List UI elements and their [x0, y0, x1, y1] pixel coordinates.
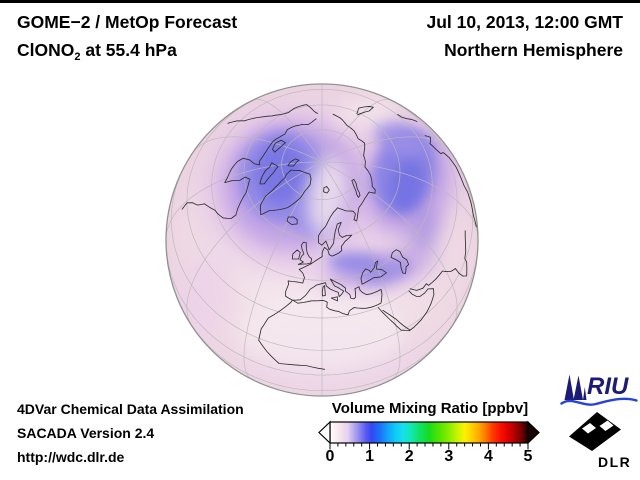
footer-url-label: http://wdc.dlr.de	[17, 449, 125, 465]
graticule-meridian	[324, 136, 452, 162]
coastline	[360, 260, 387, 285]
coastline	[351, 178, 361, 198]
dlr-logo-text: DLR	[598, 454, 631, 470]
coastline	[287, 158, 300, 167]
graticule-meridian	[166, 161, 320, 239]
riu-logo-text: RIU	[587, 373, 629, 400]
coastline	[377, 307, 411, 332]
graticule-meridian	[243, 163, 321, 380]
colorbar-tick-label: 4	[483, 448, 493, 465]
field-mid	[409, 206, 439, 258]
graticule-meridian	[252, 99, 321, 161]
riu-cathedral-icon	[573, 375, 583, 400]
coastline	[323, 186, 330, 194]
dlr-emblem-icon	[569, 412, 621, 451]
field-pale	[307, 156, 347, 236]
graticule-parallel	[211, 88, 433, 281]
colorbar	[318, 420, 540, 450]
colorbar-right-arrow-icon	[527, 420, 540, 445]
graticule-meridian	[192, 136, 320, 162]
coastline	[390, 249, 410, 274]
page-title: GOME−2 / MetOp Forecast	[17, 12, 238, 32]
field-deep	[389, 159, 425, 213]
coastline	[397, 114, 418, 122]
colorbar-tick-label: 3	[444, 448, 454, 465]
coastline	[181, 118, 317, 219]
species-subscript: 2	[74, 51, 81, 63]
riu-cathedral-icon	[564, 374, 574, 400]
colorbar-tick-label: 2	[404, 448, 414, 465]
graticule-meridian	[186, 162, 320, 326]
colorbar-left-arrow-icon	[318, 420, 331, 445]
graticule-parallel	[166, 242, 478, 376]
coastline	[330, 296, 338, 302]
graticule-meridian	[324, 161, 478, 239]
top-border-strip	[0, 0, 640, 3]
coastline	[227, 104, 318, 124]
datetime-label: Jul 10, 2013, 12:00 GMT	[426, 12, 624, 32]
field-core	[373, 119, 425, 159]
field-pale	[335, 96, 399, 128]
colorbar-tick-labels: 0 1 2 3 4 5	[0, 448, 640, 468]
coastline	[259, 162, 279, 185]
footer-assimilation-label: 4DVar Chemical Data Assimilation	[17, 401, 244, 417]
pressure-level-label: at 55.4 hPa	[80, 40, 177, 60]
globe-coastlines	[181, 104, 477, 370]
colorbar-tick-label: 5	[523, 448, 533, 465]
colorbar-gradient-bar	[329, 421, 529, 444]
globe-field	[166, 84, 478, 396]
coastline	[382, 288, 435, 331]
coastline	[258, 113, 376, 370]
coastline	[356, 105, 374, 116]
colorbar-tick-label: 1	[365, 448, 375, 465]
riu-wave-icon	[560, 397, 638, 406]
field-deep	[256, 142, 306, 204]
species-level-title: ClONO2 at 55.4 hPa	[17, 40, 177, 63]
hemisphere-label: Northern Hemisphere	[444, 40, 623, 60]
graticule-parallel	[243, 104, 401, 241]
riu-cathedral-icon	[583, 387, 587, 400]
riu-logo: RIU	[560, 373, 638, 406]
coastline	[260, 169, 312, 216]
colorbar-title: Volume Mixing Ratio [ppbv]	[331, 400, 529, 417]
coastline	[409, 230, 468, 291]
coastline	[292, 278, 383, 316]
globe-limb	[165, 83, 479, 397]
colorbar-tick-label: 0	[325, 448, 335, 465]
dlr-logo: DLR	[569, 412, 631, 470]
species-name: ClONO	[17, 40, 75, 60]
coastline	[291, 249, 301, 260]
footer-version-label: SACADA Version 2.4	[17, 425, 155, 441]
graticule-meridian	[324, 162, 458, 326]
coastline	[286, 216, 298, 225]
coastline	[321, 285, 326, 297]
coastline	[297, 241, 313, 265]
graticule-meridian	[323, 163, 401, 380]
graticule-meridian	[323, 99, 392, 161]
coastline	[272, 139, 286, 153]
coastline	[424, 135, 477, 228]
